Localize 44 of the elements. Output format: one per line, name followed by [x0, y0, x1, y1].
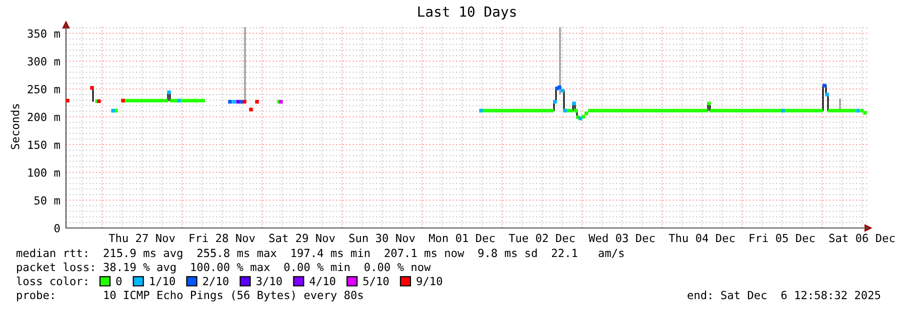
x-tick-label: Tue 02 Dec [508, 234, 575, 242]
y-tick-label: 0 [54, 224, 60, 232]
y-tick-label: 200 m [28, 112, 60, 122]
legend-label: 0 [116, 276, 122, 286]
text: median rtt: 215.9 ms avg 255.8 ms max 197.4 ms min 207.1 ms now 9.8 ms sd 22.1 am/s [16, 248, 624, 260]
y-axis-title: Seconds [10, 104, 20, 150]
y-tick-label: 250 m [28, 84, 60, 94]
point [572, 102, 576, 106]
y-tick-label: 350 m [28, 29, 60, 38]
y-tick-label: 50 m [34, 196, 60, 205]
point [584, 112, 588, 116]
point [707, 102, 711, 106]
point [111, 108, 115, 112]
text: packet loss: 38.19 % avg 100.00 % max 0.00 % min 0.00 % now [17, 262, 431, 274]
legend-label: 4/10 [310, 276, 336, 286]
x-tick-label: Thu 27 Nov [108, 234, 175, 242]
point [574, 108, 578, 112]
text: probe: 10 ICMP Echo Pings (56 Bytes) every 80s [17, 290, 363, 302]
legend-label: 9/10 [416, 276, 442, 286]
legend-title: loss color: [16, 276, 87, 286]
chart-title: Last 10 Days [418, 6, 516, 20]
x-tick-label: Fri 05 Dec [750, 234, 815, 242]
point [863, 111, 867, 115]
legend-label: 2/10 [203, 276, 228, 286]
x-tick-label: Mon 01 Dec [429, 234, 495, 242]
legend-label: 5/10 [363, 276, 389, 286]
x-tick-label: Fri 28 Nov [190, 234, 255, 242]
y-tick-label: 150 m [28, 140, 60, 149]
legend-label: 3/10 [256, 276, 282, 286]
x-tick-label: Sat 06 Dec [829, 234, 895, 242]
x-tick-label: Wed 03 Dec [588, 234, 655, 242]
point [167, 90, 171, 94]
x-tick-label: Sat 29 Nov [269, 234, 335, 242]
legend-label: 1/10 [150, 276, 175, 286]
x-tick-label: Sun 30 Nov [349, 234, 415, 242]
y-tick-label: 100 m [28, 168, 60, 177]
point [563, 108, 567, 112]
point [822, 84, 826, 88]
x-tick-label: Thu 04 Dec [668, 234, 735, 242]
y-tick-label: 300 m [28, 57, 60, 66]
point [249, 108, 253, 112]
text: end: Sat Dec 6 12:58:32 2025 [688, 290, 880, 300]
point [856, 108, 860, 112]
point [860, 108, 864, 112]
